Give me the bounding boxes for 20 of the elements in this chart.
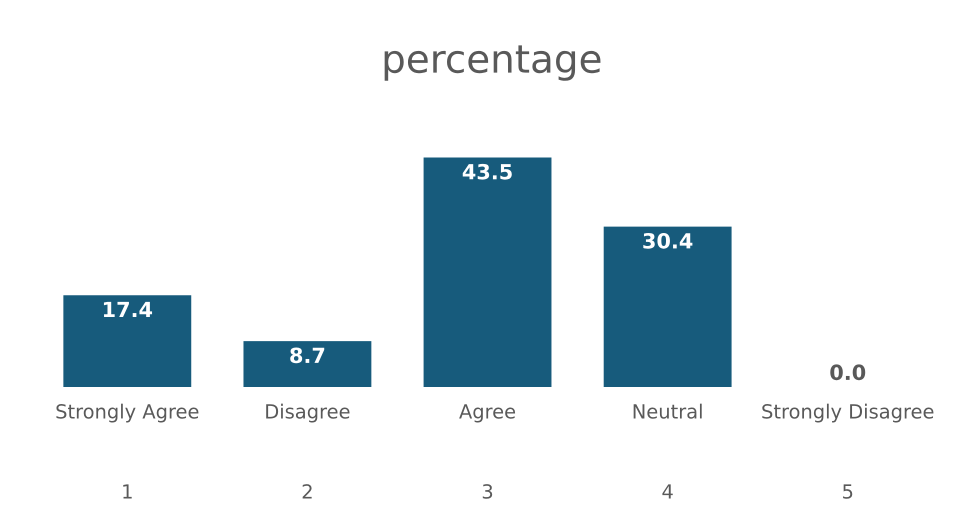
bar bbox=[63, 295, 192, 387]
data-label: 0.0 bbox=[830, 364, 866, 380]
text: 4 bbox=[662, 484, 673, 499]
data-label: 8.7 bbox=[290, 347, 324, 364]
bar bbox=[424, 157, 552, 387]
text: 5 bbox=[843, 484, 852, 499]
data-label: 30.4 bbox=[643, 232, 692, 249]
data-label: 17.4 bbox=[104, 302, 152, 318]
text: 2 bbox=[302, 484, 312, 499]
x-tick-label: Strongly Disagree bbox=[762, 404, 934, 422]
data-label: 43.5 bbox=[462, 164, 512, 180]
text: 1 bbox=[123, 484, 132, 499]
chart-title: percentage bbox=[384, 45, 600, 81]
text: 3 bbox=[482, 484, 492, 499]
x-tick-label: Neutral bbox=[634, 404, 702, 419]
x-tick-label: Strongly Agree bbox=[56, 404, 198, 422]
bar bbox=[243, 341, 372, 387]
x-tick-label: Agree bbox=[459, 404, 516, 422]
x-tick-label: Disagree bbox=[266, 404, 350, 422]
bar bbox=[604, 226, 732, 387]
